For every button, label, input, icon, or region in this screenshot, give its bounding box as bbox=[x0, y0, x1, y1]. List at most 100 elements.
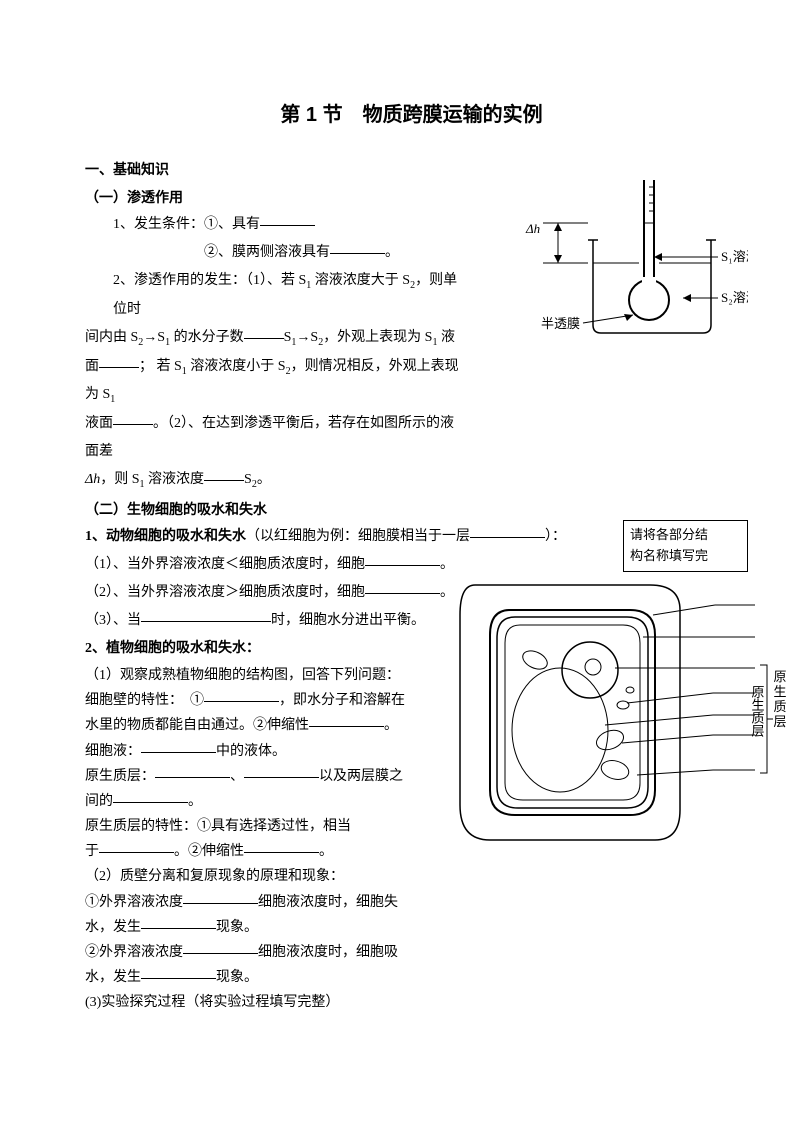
line-osmo-3: 面； 若 S1 溶液浓度小于 S2，则情况相反，外观上表现为 S1 bbox=[85, 353, 465, 411]
blank[interactable] bbox=[183, 940, 258, 954]
blank[interactable] bbox=[141, 739, 216, 753]
blank[interactable] bbox=[244, 325, 284, 339]
t: 中的液体。 bbox=[216, 744, 286, 759]
blank[interactable] bbox=[330, 240, 385, 254]
t: 的水分子数 bbox=[170, 330, 244, 345]
bracket-label: 原生质层 bbox=[750, 685, 765, 738]
label-membrane: 半透膜 bbox=[541, 316, 580, 331]
t: 水，发生 bbox=[85, 970, 141, 985]
t: 。 bbox=[385, 245, 399, 260]
note-box: 请将各部分结 构名称填写完 bbox=[623, 520, 748, 572]
line-p2: 细胞壁的特性： ① ，即水分子和溶解在 bbox=[85, 688, 465, 713]
line-p5: 原生质层：、以及两层膜之 bbox=[85, 764, 465, 789]
blank[interactable] bbox=[99, 354, 139, 368]
t: ）： bbox=[545, 529, 566, 544]
line-p9: （2）质壁分离和复原现象的原理和现象： bbox=[85, 864, 465, 889]
blank[interactable] bbox=[113, 789, 188, 803]
t: 。 bbox=[440, 585, 454, 600]
t: ②、膜两侧溶液具有 bbox=[204, 245, 330, 260]
blank[interactable] bbox=[113, 411, 153, 425]
blank[interactable] bbox=[155, 764, 230, 778]
osmosis-diagram: Δh S₁溶液 S₂溶液 半透膜 bbox=[523, 175, 748, 345]
blank[interactable] bbox=[309, 713, 384, 727]
blank[interactable] bbox=[244, 764, 319, 778]
t: 细胞液： bbox=[85, 744, 141, 759]
plant-cell-diagram: 原生质层 bbox=[455, 575, 775, 855]
t: 时，细胞水分进出平衡。 bbox=[271, 613, 425, 628]
note-l2: 构名称填写完 bbox=[630, 546, 741, 567]
line-p13: 水，发生 现象。 bbox=[85, 965, 465, 990]
t: ①外界溶液浓度 bbox=[85, 895, 183, 910]
blank[interactable] bbox=[141, 915, 216, 929]
blank[interactable] bbox=[204, 467, 244, 481]
t: 液面 bbox=[85, 416, 113, 431]
line-p4: 细胞液： 中的液体。 bbox=[85, 739, 465, 764]
line-p8: 于 。②伸缩性 。 bbox=[85, 839, 465, 864]
line-osmo-5: Δh，则 S1 溶液浓度S2。 bbox=[85, 466, 465, 495]
t: 细胞液浓度时，细胞失 bbox=[258, 895, 398, 910]
t: 2、渗透作用的发生：（1）、若 S bbox=[113, 273, 306, 288]
label-s1: S₁溶液 bbox=[721, 249, 748, 264]
t: ，则 S bbox=[100, 472, 139, 487]
t: ，即水分子和溶解在 bbox=[279, 693, 405, 708]
line-p11: 水，发生现象。 bbox=[85, 915, 465, 940]
section-1-2: （二）生物细胞的吸水和失水 bbox=[85, 495, 738, 523]
label-s2: S₂溶液 bbox=[721, 290, 748, 305]
t: 溶液浓度小于 S bbox=[187, 359, 286, 374]
t: 、 bbox=[230, 769, 244, 784]
sub: 1 bbox=[110, 394, 115, 405]
label-dh: Δh bbox=[525, 221, 540, 236]
t: 于 bbox=[85, 844, 99, 859]
t: 面 bbox=[85, 359, 99, 374]
page-title: 第 1 节 物质跨膜运输的实例 bbox=[85, 95, 738, 135]
line-osmo-2: 间内由 S2→S1 的水分子数S1→S2，外观上表现为 S1 液 bbox=[85, 324, 465, 353]
blank[interactable] bbox=[99, 839, 174, 853]
t: （2）、当外界溶液浓度＞细胞质浓度时，细胞 bbox=[85, 585, 365, 600]
t: 。 bbox=[319, 844, 333, 859]
blank[interactable] bbox=[204, 688, 279, 702]
t: 原生质层： bbox=[85, 769, 155, 784]
t: 水里的物质都能自由通过。②伸缩性 bbox=[85, 718, 309, 733]
t: 现象。 bbox=[216, 970, 258, 985]
t: 。 bbox=[257, 472, 271, 487]
line-p1: （1）观察成熟植物细胞的结构图，回答下列问题： bbox=[85, 663, 465, 688]
t: 1、发生条件：①、具有 bbox=[113, 217, 260, 232]
t: 液 bbox=[437, 330, 455, 345]
t: （以红细胞为例：细胞膜相当于一层 bbox=[246, 529, 470, 544]
t: 溶液浓度 bbox=[145, 472, 205, 487]
t: 。 bbox=[384, 718, 398, 733]
line-p12: ②外界溶液浓度细胞液浓度时，细胞吸 bbox=[85, 940, 465, 965]
line-cond1: 1、发生条件：①、具有 bbox=[85, 211, 465, 239]
note-l1: 请将各部分结 bbox=[630, 525, 741, 546]
t: 间的 bbox=[85, 794, 113, 809]
t: （3）、当 bbox=[85, 613, 141, 628]
blank[interactable] bbox=[260, 212, 315, 226]
t: 。 bbox=[440, 557, 454, 572]
t: 细胞液浓度时，细胞吸 bbox=[258, 945, 398, 960]
t: （1）、当外界溶液浓度＜细胞质浓度时，细胞 bbox=[85, 557, 365, 572]
blank[interactable] bbox=[470, 524, 545, 538]
blank[interactable] bbox=[141, 965, 216, 979]
t: ，外观上表现为 S bbox=[323, 330, 432, 345]
t: 1、动物细胞的吸水和失水 bbox=[85, 529, 246, 544]
line-p3: 水里的物质都能自由通过。②伸缩性 。 bbox=[85, 713, 465, 738]
t: 溶液浓度大于 S bbox=[311, 273, 410, 288]
blank[interactable] bbox=[183, 890, 258, 904]
blank[interactable] bbox=[141, 608, 271, 622]
t: 细胞壁的特性： ① bbox=[85, 693, 204, 708]
line-p7: 原生质层的特性：①具有选择透过性，相当 bbox=[85, 814, 465, 839]
blank[interactable] bbox=[365, 580, 440, 594]
t: 。②伸缩性 bbox=[174, 844, 244, 859]
line-osmo-4: 液面。（2）、在达到渗透平衡后，若存在如图所示的液面差 bbox=[85, 410, 465, 466]
t: →S bbox=[296, 330, 318, 345]
protoplast-label: 原生质层 bbox=[773, 670, 787, 730]
t: Δh bbox=[85, 472, 100, 487]
t: S bbox=[244, 472, 252, 487]
blank[interactable] bbox=[244, 839, 319, 853]
t: 间内由 S bbox=[85, 330, 138, 345]
blank[interactable] bbox=[365, 552, 440, 566]
line-p10: ①外界溶液浓度 细胞液浓度时，细胞失 bbox=[85, 890, 465, 915]
line-p14: (3)实验探究过程（将实验过程填写完整） bbox=[85, 990, 465, 1015]
t: ； 若 S bbox=[139, 359, 182, 374]
t: 水，发生 bbox=[85, 920, 141, 935]
